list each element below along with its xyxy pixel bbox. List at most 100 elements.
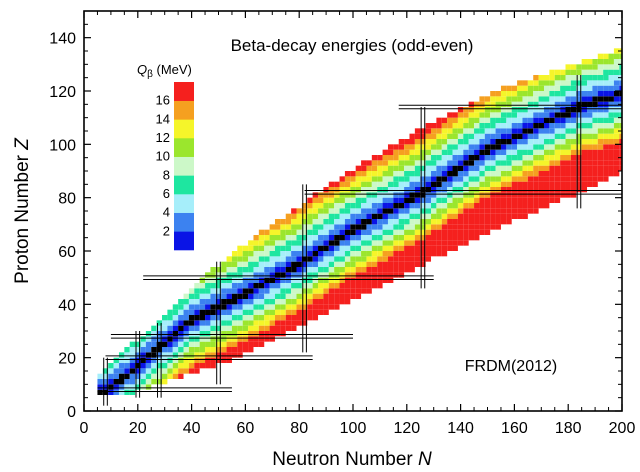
nuclide-cell xyxy=(484,96,491,102)
nuclide-cell xyxy=(495,117,501,123)
nuclide-cell xyxy=(479,160,485,166)
nuclide-cell xyxy=(350,288,356,294)
nuclide-cell xyxy=(613,139,620,145)
nuclide-cell xyxy=(102,368,109,374)
nuclide-cell xyxy=(242,256,249,262)
nuclide-cell xyxy=(258,283,265,289)
nuclide-cell xyxy=(484,229,491,235)
nuclide-cell xyxy=(581,75,588,81)
nuclide-cell xyxy=(447,160,453,166)
nuclide-cell xyxy=(431,229,437,235)
nuclide-cell xyxy=(215,352,222,358)
nuclide-cell xyxy=(274,251,281,257)
nuclide-cell xyxy=(350,203,356,209)
nuclide-cell xyxy=(361,160,367,166)
nuclide-cell xyxy=(371,165,378,171)
nuclide-cell xyxy=(387,256,394,262)
nuclide-cell xyxy=(500,91,507,97)
nuclide-cell xyxy=(291,251,297,257)
nuclide-cell xyxy=(533,144,539,150)
nuclide-cell xyxy=(178,352,184,358)
nuclide-cell xyxy=(318,203,324,209)
nuclide-cell xyxy=(361,219,367,225)
nuclide-cell xyxy=(511,96,518,102)
nuclide-cell xyxy=(323,197,329,203)
nuclide-cell xyxy=(474,171,480,177)
nuclide-cell xyxy=(269,283,275,289)
nuclide-cell xyxy=(371,224,378,230)
nuclide-cell xyxy=(484,165,491,171)
nuclide-cell xyxy=(307,304,313,310)
nuclide-cell xyxy=(361,272,367,278)
nuclide-cell xyxy=(334,235,340,241)
nuclide-cell xyxy=(350,283,356,289)
nuclide-cell xyxy=(463,139,469,145)
nuclide-cell xyxy=(414,133,421,139)
nuclide-cell xyxy=(613,117,620,123)
nuclide-cell xyxy=(199,341,206,347)
nuclide-cell xyxy=(404,251,410,257)
nuclide-cell xyxy=(517,181,523,187)
nuclide-cell xyxy=(447,203,453,209)
nuclide-cell xyxy=(97,373,103,379)
nuclide-cell xyxy=(565,171,571,177)
nuclide-cell xyxy=(425,133,432,139)
nuclide-cell xyxy=(425,187,432,193)
colorbar-segment xyxy=(174,231,194,251)
nuclide-cell xyxy=(474,107,480,113)
nuclide-cell xyxy=(377,219,383,225)
nuclide-cell xyxy=(576,149,582,155)
nuclide-cell xyxy=(436,165,442,171)
nuclide-cell xyxy=(328,288,335,294)
colorbar-unit: (MeV) xyxy=(153,62,192,77)
nuclide-cell xyxy=(506,91,512,97)
nuclide-cell xyxy=(603,101,609,107)
nuclide-cell xyxy=(522,208,528,214)
nuclide-cell xyxy=(178,309,184,315)
nuclide-cell xyxy=(387,208,394,214)
nuclide-cell xyxy=(382,240,388,246)
nuclide-cell xyxy=(280,315,286,321)
nuclide-cell xyxy=(285,299,292,305)
nuclide-cell xyxy=(393,224,399,230)
nuclide-cell xyxy=(441,229,448,235)
nuclide-cell xyxy=(404,208,410,214)
nuclide-cell xyxy=(479,139,485,145)
nuclide-cell xyxy=(167,357,173,363)
nuclide-cell xyxy=(371,176,378,182)
nuclide-cell xyxy=(361,192,367,198)
nuclide-cell xyxy=(613,85,620,91)
nuclide-cell xyxy=(517,128,523,134)
nuclide-cell xyxy=(468,219,475,225)
nuclide-cell xyxy=(570,160,577,166)
nuclide-cell xyxy=(543,101,550,107)
nuclide-cell xyxy=(457,112,464,118)
nuclide-cell xyxy=(118,389,125,395)
nuclide-cell xyxy=(527,80,534,86)
nuclide-cell xyxy=(355,277,362,283)
nuclide-cell xyxy=(538,123,544,129)
nuclide-cell xyxy=(587,165,593,171)
nuclide-cell xyxy=(355,267,362,273)
nuclide-cell xyxy=(581,128,588,134)
nuclide-cell xyxy=(377,213,383,219)
y-tick-label: 60 xyxy=(58,244,76,261)
nuclide-cell xyxy=(527,91,534,97)
nuclide-cell xyxy=(479,219,485,225)
nuclide-cell xyxy=(452,133,458,139)
nuclide-cell xyxy=(318,288,324,294)
nuclide-cell xyxy=(215,277,222,283)
nuclide-cell xyxy=(474,160,480,166)
nuclide-cell xyxy=(156,347,163,353)
nuclide-cell xyxy=(447,208,453,214)
nuclide-cell xyxy=(296,219,302,225)
nuclide-cell xyxy=(172,347,179,353)
nuclide-cell xyxy=(210,357,216,363)
nuclide-cell xyxy=(210,331,216,337)
nuclide-cell xyxy=(248,245,254,251)
nuclide-cell xyxy=(140,373,146,379)
nuclide-cell xyxy=(156,320,163,326)
nuclide-cells xyxy=(97,48,622,395)
nuclide-cell xyxy=(108,368,114,374)
nuclide-cell xyxy=(318,304,324,310)
